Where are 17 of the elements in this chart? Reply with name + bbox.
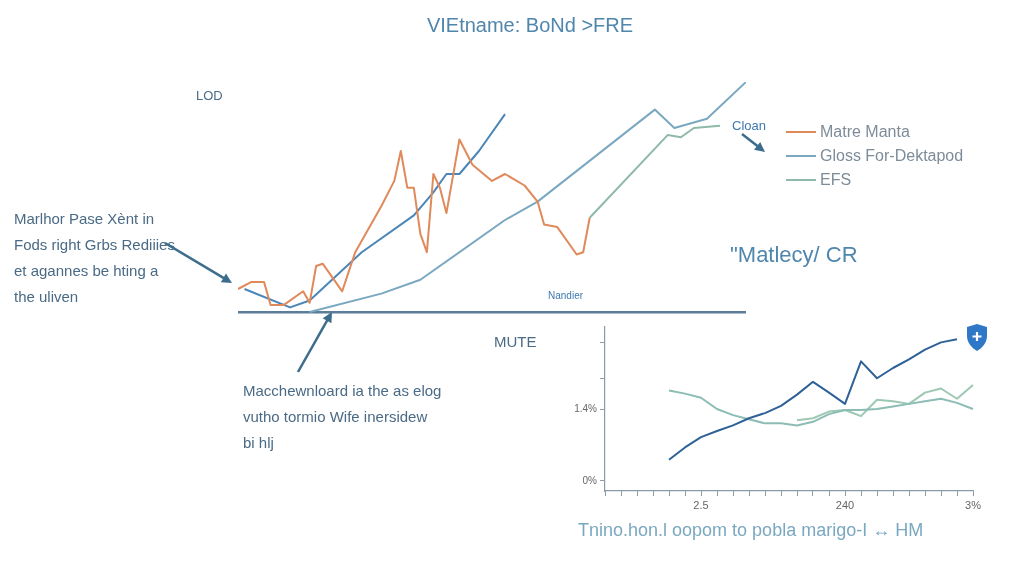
- x-tick-label: 240: [835, 498, 855, 511]
- annotation: Cloan: [732, 118, 766, 133]
- y-axis-title: LOD: [196, 88, 223, 103]
- y-tick-label: 1.4%: [574, 402, 598, 414]
- x-axis-title: Tnino.hon.l oopom to pobla marigo-I ↔ HM: [578, 520, 924, 541]
- text: Marlhor Pase Xènt in Fods right Grbs Rediiies et agannes be hting a the uliven: [14, 209, 176, 307]
- annotation: Nandier: [548, 290, 584, 301]
- chart-title: VIEtname: BoNd >FRE: [425, 14, 635, 37]
- legend-label: EFS: [820, 171, 852, 189]
- legend-label: Matre Manta: [820, 123, 910, 141]
- text: Macchewnloard ia the as elog vutho tormio Wife inersidew bi hlj: [243, 381, 443, 453]
- y-tick-label: 0%: [582, 474, 598, 486]
- chart-title: "Matlecy/ CR: [730, 242, 859, 268]
- legend-label: Gloss For-Dektapod: [820, 147, 964, 165]
- x-tick-label: 2.5: [693, 498, 709, 511]
- x-axis-title: MUTE: [494, 333, 537, 350]
- x-tick-label: 3%: [965, 498, 982, 511]
